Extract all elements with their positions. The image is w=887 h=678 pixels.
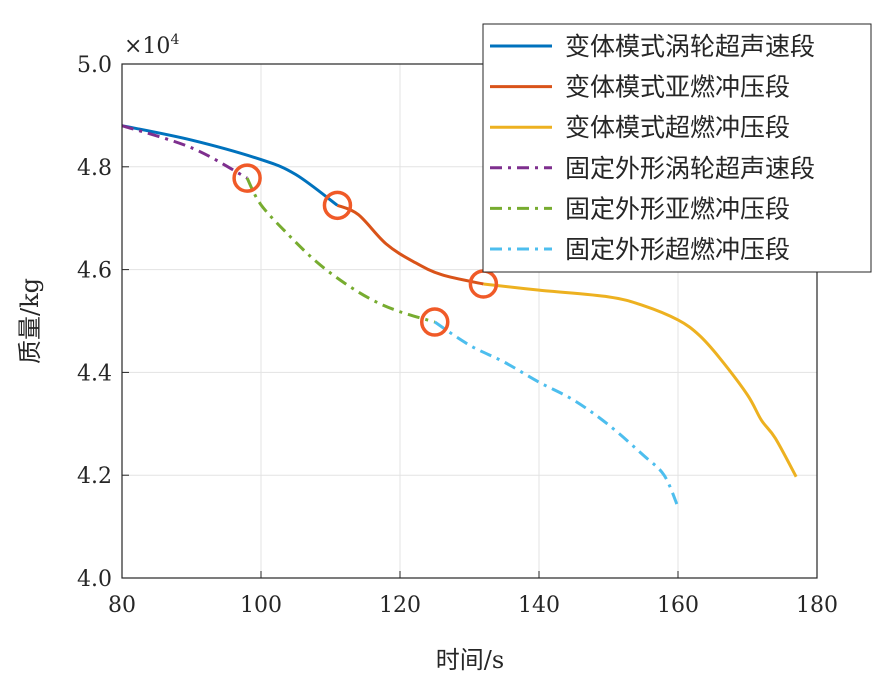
y-exponent-label: ×104: [124, 32, 179, 59]
y-tick-label: 4.2: [77, 464, 112, 489]
axes-box: [121, 63, 818, 579]
y-tick-label: 4.4: [77, 361, 112, 386]
series-line-6: [433, 320, 680, 508]
transition-marker: [420, 307, 450, 337]
ticks: 80 100 120 140 160 180 4.0 4.2 4.4 4.6 4.8 5.0: [77, 53, 838, 618]
transition-markers: [232, 163, 499, 337]
series-group: [121, 124, 798, 508]
x-tick-label: 120: [379, 593, 421, 618]
legend-label: 固定外形涡轮超声速段: [565, 154, 815, 183]
x-tick-label: 180: [796, 593, 838, 618]
series-line-3: [483, 282, 798, 478]
transition-marker: [232, 163, 262, 193]
y-tick-label: 4.6: [77, 259, 112, 284]
x-axis-label: 时间/s: [436, 646, 504, 674]
y-tick-label: 5.0: [77, 53, 112, 78]
y-tick-label: 4.0: [77, 567, 112, 592]
legend: 变体模式涡轮超声速段变体模式亚燃冲压段变体模式超燃冲压段固定外形涡轮超声速段固定…: [482, 23, 872, 273]
legend-label: 变体模式涡轮超声速段: [565, 32, 815, 61]
series-line-4: [121, 124, 248, 180]
series-line-5: [245, 177, 436, 324]
x-tick-label: 140: [518, 593, 560, 618]
legend-label: 变体模式超燃冲压段: [565, 113, 790, 142]
x-tick-label: 100: [240, 593, 282, 618]
x-tick-label: 160: [657, 593, 699, 618]
series-line-1: [121, 124, 339, 207]
legend-label: 变体模式亚燃冲压段: [565, 73, 790, 102]
legend-box: [482, 23, 872, 273]
y-tick-label: 4.8: [77, 156, 112, 181]
x-tick-label: 80: [108, 593, 136, 618]
y-axis-label: 质量/kg: [16, 278, 44, 364]
transition-marker: [322, 190, 353, 221]
legend-label: 固定外形超燃冲压段: [565, 235, 790, 264]
series-line-2: [336, 203, 484, 286]
legend-label: 固定外形亚燃冲压段: [565, 194, 790, 223]
